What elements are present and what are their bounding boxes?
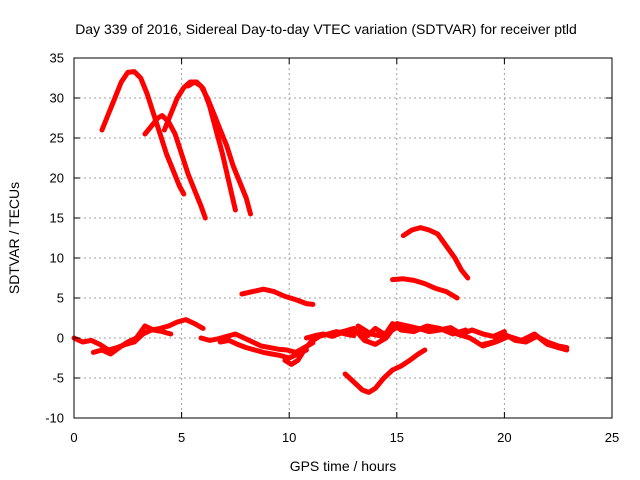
series-arc-f xyxy=(400,225,471,281)
y-tick-label: 25 xyxy=(50,131,64,146)
x-tick-label: 10 xyxy=(282,430,296,445)
x-tick-label: 15 xyxy=(390,430,404,445)
x-tick-label: 0 xyxy=(70,430,77,445)
axis-ticks: 0 5 10 15 20 25 -10 -5 0 5 10 15 20 25 30 35 xyxy=(45,51,619,446)
y-tick-label: 0 xyxy=(57,331,64,346)
series-arc-h xyxy=(342,347,428,395)
series-arc-a xyxy=(99,69,187,197)
y-tick-label: -5 xyxy=(52,371,64,386)
x-axis-label: GPS time / hours xyxy=(290,458,397,474)
series-arc-l xyxy=(217,337,309,361)
series-arc-g xyxy=(390,276,460,301)
y-tick-label: 35 xyxy=(50,51,64,66)
series-arc-e xyxy=(239,286,316,307)
x-tick-label: 25 xyxy=(605,430,619,445)
y-tick-label: 10 xyxy=(50,251,64,266)
series-arc-k xyxy=(198,331,316,355)
x-tick-label: 5 xyxy=(178,430,185,445)
series-arc-p xyxy=(355,321,469,339)
series-arc-r xyxy=(480,331,570,351)
y-tick-label: 15 xyxy=(50,211,64,226)
series-layer xyxy=(71,69,570,395)
y-axis-label: SDTVAR / TECUs xyxy=(6,182,22,294)
y-tick-label: 5 xyxy=(57,291,64,306)
series-arc-j xyxy=(90,323,174,357)
plot-frame xyxy=(73,57,613,419)
y-tick-label: 20 xyxy=(50,171,64,186)
chart-title: Day 339 of 2016, Sidereal Day-to-day VTE… xyxy=(75,21,577,37)
y-tick-label: 30 xyxy=(50,91,64,106)
series-arc-b xyxy=(142,113,208,221)
series-arc-d xyxy=(185,79,253,217)
y-tick-label: -10 xyxy=(45,411,64,426)
x-tick-label: 20 xyxy=(497,430,511,445)
